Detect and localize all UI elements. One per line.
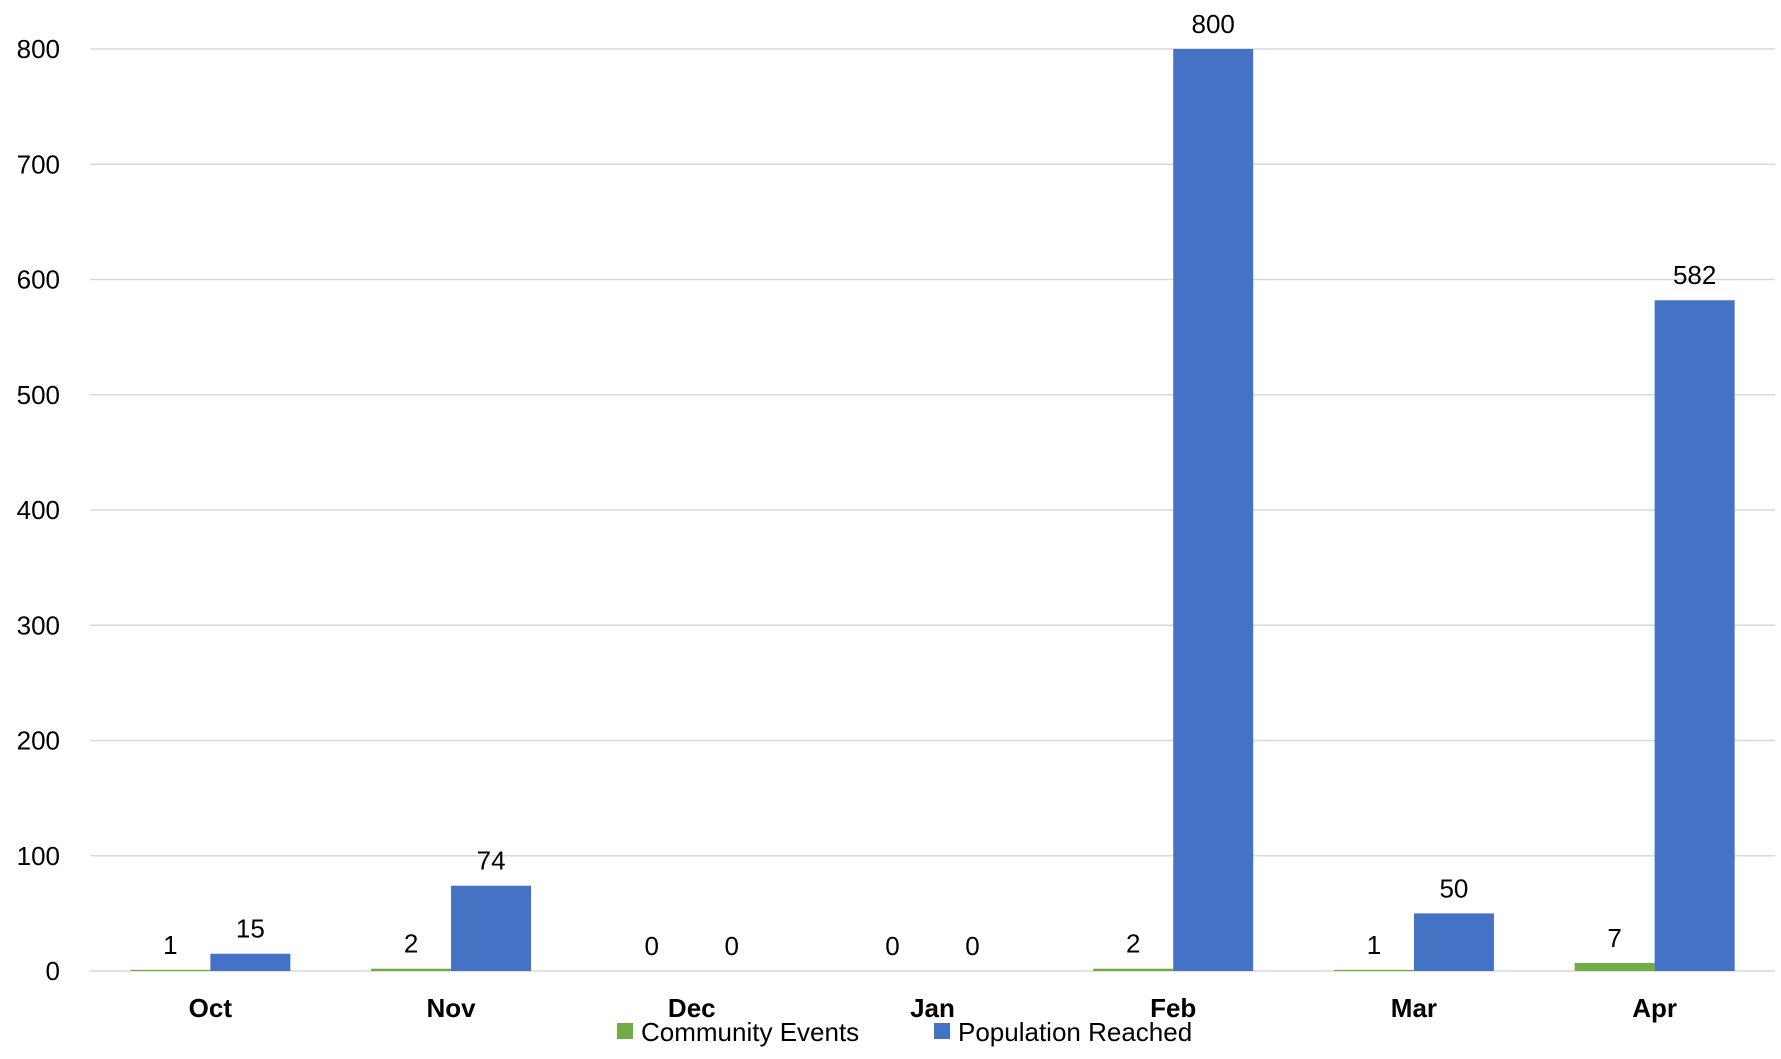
y-tick-label: 800	[17, 34, 60, 64]
bar-population-reached-nov	[451, 885, 532, 971]
data-label: 7	[1607, 923, 1621, 953]
y-tick-label: 0	[46, 956, 60, 986]
data-label: 800	[1192, 9, 1235, 39]
y-axis-tick-labels: 0 100 200 300 400 500 600 700 800	[17, 34, 60, 986]
legend: Community Events Population Reached	[617, 1017, 1192, 1047]
legend-swatch-community-events	[617, 1023, 633, 1039]
data-label: 50	[1439, 873, 1468, 903]
data-label: 2	[1126, 929, 1140, 959]
x-category-label: Oct	[189, 993, 233, 1023]
data-label: 1	[1367, 930, 1381, 960]
legend-label: Population Reached	[958, 1017, 1192, 1047]
x-category-label: Nov	[427, 993, 477, 1023]
x-category-label: Jan	[910, 993, 955, 1023]
y-tick-label: 300	[17, 610, 60, 640]
legend-label: Community Events	[641, 1017, 859, 1047]
bar-community-events-feb	[1093, 968, 1174, 971]
data-label: 74	[477, 846, 506, 876]
x-category-label: Mar	[1391, 993, 1437, 1023]
data-label: 0	[725, 931, 739, 961]
data-label: 0	[645, 931, 659, 961]
x-axis-category-labels: Oct Nov Dec Jan Feb Mar Apr	[189, 993, 1677, 1023]
bars	[130, 49, 1735, 971]
data-label: 582	[1673, 260, 1716, 290]
gridlines	[90, 48, 1775, 972]
y-tick-label: 700	[17, 149, 60, 179]
bar-community-events-apr	[1574, 962, 1655, 971]
x-category-label: Dec	[668, 993, 716, 1023]
bar-community-events-oct	[130, 969, 211, 971]
legend-swatch-population-reached	[934, 1023, 950, 1039]
bar-population-reached-mar	[1413, 913, 1494, 971]
data-label: 2	[404, 929, 418, 959]
bar-community-events-mar	[1333, 969, 1414, 971]
bar-community-events-nov	[371, 968, 452, 971]
bar-population-reached-oct	[210, 953, 291, 971]
data-labels: 1 15 2 74 0 0 0 0 2 800 1 50 7 582	[163, 9, 1716, 961]
x-category-label: Apr	[1632, 993, 1677, 1023]
data-label: 0	[965, 931, 979, 961]
data-label: 15	[236, 914, 265, 944]
y-tick-label: 200	[17, 726, 60, 756]
data-label: 0	[885, 931, 899, 961]
data-label: 1	[163, 930, 177, 960]
y-tick-label: 600	[17, 265, 60, 295]
x-category-label: Feb	[1150, 993, 1196, 1023]
y-tick-label: 400	[17, 495, 60, 525]
y-tick-label: 100	[17, 841, 60, 871]
bar-population-reached-feb	[1173, 49, 1254, 971]
bar-population-reached-apr	[1654, 300, 1735, 971]
y-tick-label: 500	[17, 380, 60, 410]
